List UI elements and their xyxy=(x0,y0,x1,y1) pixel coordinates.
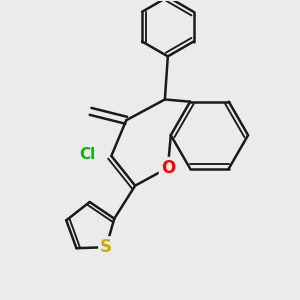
Text: O: O xyxy=(161,159,175,177)
Text: S: S xyxy=(100,238,112,256)
Text: Cl: Cl xyxy=(80,147,96,162)
